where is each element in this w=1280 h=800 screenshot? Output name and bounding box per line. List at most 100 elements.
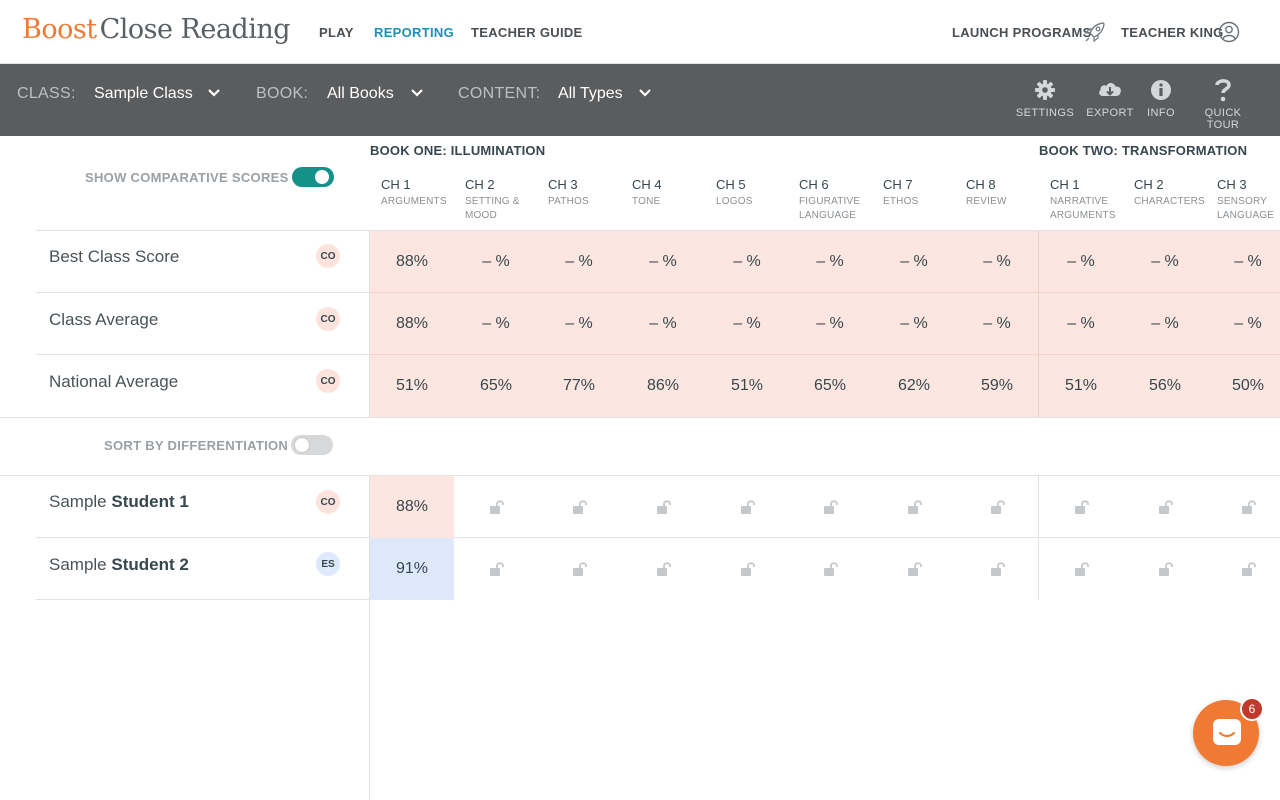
user-circle-icon[interactable] (1218, 21, 1240, 43)
score-cell[interactable]: – % (900, 253, 928, 270)
unlocked-lock-icon[interactable] (489, 561, 507, 577)
score-cell[interactable]: 59% (980, 377, 1014, 394)
score-cell[interactable]: 77% (562, 377, 596, 394)
unlocked-lock-icon[interactable] (990, 561, 1008, 577)
book-two-title: BOOK TWO: TRANSFORMATION (1039, 143, 1248, 158)
score-cell[interactable]: – % (649, 315, 677, 332)
unlocked-lock-icon[interactable] (907, 499, 925, 515)
brand-close-reading: Close Reading (99, 14, 291, 45)
chapter-subtitle: ARGUMENTS (1050, 210, 1116, 221)
student-score-cell[interactable]: 91% (370, 538, 454, 600)
unlocked-lock-icon[interactable] (1241, 561, 1259, 577)
chapter-number: CH 4 (632, 177, 662, 192)
score-cell[interactable]: – % (1151, 253, 1179, 270)
score-cell[interactable]: 65% (813, 377, 847, 394)
score-cell[interactable]: – % (733, 315, 761, 332)
content-filter-select[interactable]: All Types (558, 85, 623, 102)
score-cell[interactable]: 51% (1064, 377, 1098, 394)
score-cell[interactable]: – % (482, 253, 510, 270)
chapter-header: CH 3 SENSORY LANGUAGE (1206, 177, 1280, 223)
unlocked-lock-icon[interactable] (489, 499, 507, 515)
score-cell[interactable]: 56% (1148, 377, 1182, 394)
score-cell[interactable]: 51% (730, 377, 764, 394)
unlocked-lock-icon[interactable] (1241, 499, 1259, 515)
student-last-name: Student 2 (111, 555, 189, 574)
quick-tour-button[interactable]: QUICK TOUR (1188, 78, 1258, 131)
score-cell[interactable]: 65% (479, 377, 513, 394)
export-button[interactable]: EXPORT (1075, 78, 1145, 119)
class-filter-select[interactable]: Sample Class (94, 85, 193, 102)
chapter-subtitle: ETHOS (883, 196, 919, 207)
score-cell[interactable]: – % (565, 315, 593, 332)
unlocked-lock-icon[interactable] (1074, 499, 1092, 515)
score-cell[interactable]: 62% (897, 377, 931, 394)
chapter-header: CH 8 REVIEW (955, 177, 1039, 209)
chapter-header: CH 5 LOGOS (705, 177, 789, 209)
score-cell[interactable]: – % (482, 315, 510, 332)
row-label-best-class-score: Best Class Score (49, 247, 180, 266)
score-cell[interactable]: – % (649, 253, 677, 270)
unlocked-lock-icon[interactable] (572, 561, 590, 577)
unlocked-lock-icon[interactable] (740, 561, 758, 577)
score-cell[interactable]: – % (733, 253, 761, 270)
user-menu-label[interactable]: TEACHER KING (1121, 25, 1224, 40)
divider (36, 354, 370, 355)
settings-button[interactable]: SETTINGS (1010, 78, 1080, 119)
student-first-name: Sample (49, 492, 107, 511)
launch-programs-link[interactable]: LAUNCH PROGRAMS (952, 25, 1092, 40)
student-level-badge: ES (316, 552, 340, 576)
unlocked-lock-icon[interactable] (1074, 561, 1092, 577)
score-cell[interactable]: 88% (395, 315, 429, 332)
unlocked-lock-icon[interactable] (990, 499, 1008, 515)
score-cell[interactable]: 50% (1231, 377, 1265, 394)
student-score-cell[interactable]: 88% (370, 476, 454, 538)
unlocked-lock-icon[interactable] (907, 561, 925, 577)
unlocked-lock-icon[interactable] (740, 499, 758, 515)
nav-reporting[interactable]: REPORTING (374, 25, 454, 40)
chapter-subtitle: ARGUMENTS (381, 196, 447, 207)
score-cell[interactable]: – % (1067, 315, 1095, 332)
chapter-subtitle: TONE (632, 196, 661, 207)
brand-boost: Boost (22, 14, 97, 45)
score-cell[interactable]: 88% (395, 253, 429, 270)
score-cell[interactable]: 86% (646, 377, 680, 394)
info-button[interactable]: INFO (1126, 78, 1196, 119)
chapter-number: CH 3 (548, 177, 578, 192)
score-cell[interactable]: – % (900, 315, 928, 332)
sort-differentiation-toggle[interactable] (291, 435, 333, 455)
chevron-down-icon[interactable] (638, 88, 652, 98)
comparative-scores-toggle[interactable] (292, 167, 334, 187)
score-cell[interactable]: – % (816, 315, 844, 332)
unlocked-lock-icon[interactable] (823, 561, 841, 577)
score-cell[interactable]: – % (983, 315, 1011, 332)
score-cell[interactable]: – % (1067, 253, 1095, 270)
unlocked-lock-icon[interactable] (1158, 561, 1176, 577)
divider (0, 475, 1280, 476)
score-cell[interactable]: – % (565, 253, 593, 270)
chevron-down-icon[interactable] (207, 88, 221, 98)
nav-teacher-guide[interactable]: TEACHER GUIDE (471, 25, 583, 40)
student-name-1[interactable]: Sample Student 1 (49, 492, 189, 512)
rocket-icon[interactable] (1083, 20, 1107, 44)
book-filter-select[interactable]: All Books (327, 85, 394, 102)
score-cell[interactable]: – % (1151, 315, 1179, 332)
unlocked-lock-icon[interactable] (656, 499, 674, 515)
unlocked-lock-icon[interactable] (1158, 499, 1176, 515)
gear-icon (1035, 80, 1055, 100)
brand-logo[interactable]: Boost Close Reading (22, 14, 291, 45)
score-cell[interactable]: – % (816, 253, 844, 270)
unlocked-lock-icon[interactable] (572, 499, 590, 515)
unlocked-lock-icon[interactable] (823, 499, 841, 515)
student-name-2[interactable]: Sample Student 2 (49, 555, 189, 575)
unlocked-lock-icon[interactable] (656, 561, 674, 577)
chapter-number: CH 8 (966, 177, 996, 192)
score-cell[interactable]: – % (983, 253, 1011, 270)
column-divider (369, 476, 370, 800)
score-cell[interactable]: 51% (395, 377, 429, 394)
chevron-down-icon[interactable] (410, 88, 424, 98)
quick-tour-label: QUICK TOUR (1204, 107, 1242, 131)
score-cell[interactable]: – % (1234, 253, 1262, 270)
toggle-knob (315, 170, 329, 184)
score-cell[interactable]: – % (1234, 315, 1262, 332)
nav-play[interactable]: PLAY (319, 25, 354, 40)
